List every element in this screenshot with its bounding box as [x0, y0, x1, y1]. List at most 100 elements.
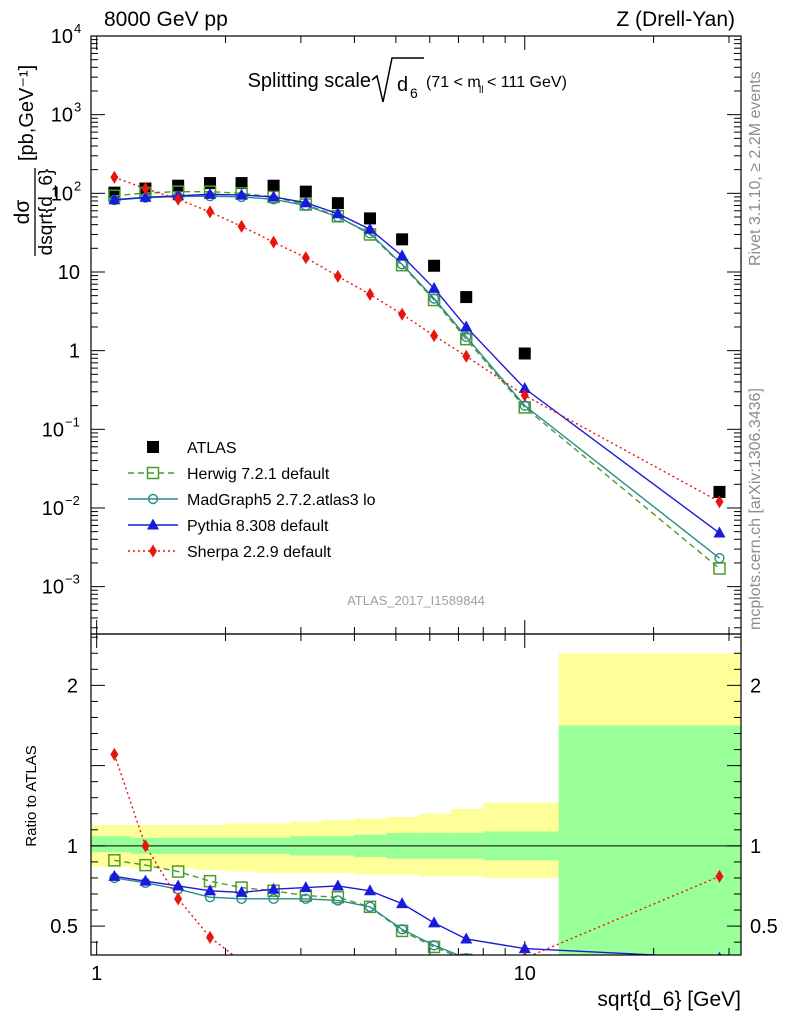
main-sherpa-line: [114, 176, 720, 503]
y-tick-exponent: 3: [74, 100, 81, 115]
y-tick-exponent: 4: [74, 21, 81, 36]
ratio-madgraph-point: [364, 901, 376, 913]
main-pythia-point: [331, 207, 344, 219]
main-pythia-point: [460, 320, 473, 332]
ratio-pythia-point: [331, 879, 344, 891]
main-madgraph-point: [428, 293, 440, 304]
main-pythia-point: [518, 382, 531, 394]
ratio-axis-ticks: [91, 634, 741, 955]
y-tick-label: 10: [51, 183, 73, 205]
header-right: Z (Drell-Yan): [616, 8, 735, 31]
ratio-pythia-point: [428, 916, 441, 928]
ratio-pythia-point: [267, 882, 280, 894]
ratio-y-tick-labels: 2 2 1 1 0.5 0.5: [50, 675, 778, 938]
main-sherpa-point: [430, 329, 439, 343]
legend-label-atlas: ATLAS: [187, 440, 237, 457]
y-tick-exponent: −1: [65, 414, 80, 429]
ratio-sherpa-point: [141, 839, 150, 853]
main-atlas-point: [396, 233, 409, 246]
y-tick-label: 10: [42, 498, 64, 520]
ylabel-numerator: dσ: [11, 200, 34, 225]
ratio-madgraph-point: [268, 893, 279, 905]
ratio-y-tick-label-right: 2: [750, 675, 761, 697]
ratio-sherpa-point: [715, 869, 724, 883]
main-pythia-point: [267, 190, 280, 202]
ratio-y-tick-label-right: 0.5: [750, 916, 778, 938]
main-pythia-point: [396, 249, 409, 261]
main-pythia-point: [713, 526, 726, 538]
ratio-pythia-line: [114, 875, 669, 955]
main-sherpa-point: [206, 205, 215, 219]
title-range-sub: ll: [479, 85, 483, 96]
x-tick-label: 10: [514, 963, 536, 985]
ratio-plot-panel: 2 2 1 1 0.5 0.5 1 10 Ratio to ATLAS sqrt{d_6} …: [23, 633, 778, 1011]
sqrt-symbol: [371, 57, 424, 103]
ratio-pythia-point: [204, 884, 217, 896]
main-atlas-point: [204, 177, 217, 190]
mcplots-label: mcplots.cern.ch [arXiv:1306.3436]: [747, 388, 764, 630]
ratio-y-tick-label-right: 1: [750, 836, 761, 858]
main-sherpa-point: [269, 235, 278, 249]
ratio-madgraph-point: [462, 953, 471, 955]
ratio-pythia-point: [717, 951, 722, 955]
main-atlas-point: [363, 212, 376, 225]
ratio-madgraph-line: [114, 877, 461, 955]
ratio-y-tick-label-left: 0.5: [50, 916, 78, 938]
main-sherpa-point: [110, 170, 119, 184]
legend-label-herwig: Herwig 7.2.1 default: [187, 466, 330, 483]
main-pythia-point: [299, 196, 312, 208]
main-sherpa-point: [365, 287, 374, 301]
y-tick-label: 10: [51, 105, 73, 127]
y-tick-label: 10: [58, 262, 80, 284]
ratio-plot-frame: [90, 633, 742, 956]
y-tick-label: 10: [42, 419, 64, 441]
rivet-label: Rivet 3.1.10, ≥ 2.2M events: [747, 71, 764, 266]
header-left: 8000 GeV pp: [104, 8, 228, 31]
ratio-sherpa-point: [522, 951, 527, 955]
main-pythia-point: [428, 281, 441, 293]
uncertainty-bands: [91, 653, 741, 955]
ratio-pythia-point: [518, 942, 531, 954]
main-pythia-point: [363, 222, 376, 234]
main-axis-ticks: [91, 35, 741, 634]
main-atlas-point: [331, 197, 344, 210]
legend-marker-pythia: [147, 518, 159, 530]
main-sherpa-point: [174, 192, 183, 206]
main-pythia-point: [204, 187, 217, 199]
main-madgraph-point: [461, 331, 472, 342]
main-sherpa-point: [301, 251, 310, 265]
ratio-sherpa-point: [302, 977, 310, 990]
main-sherpa-point: [237, 219, 246, 233]
x-axis-label: sqrt{d_6} [GeV]: [597, 988, 741, 1011]
ratio-herwig-point: [139, 858, 152, 872]
main-herwig-line: [114, 190, 720, 570]
main-sherpa-point: [715, 495, 724, 509]
main-atlas-point: [518, 347, 531, 360]
main-y-axis-label: dσ dsqrt{d_6} [pb,GeV⁻¹]: [11, 65, 57, 256]
band-green-bin: [558, 725, 741, 955]
ratio-sherpa-point: [462, 971, 470, 984]
ratio-pythia-point: [108, 869, 121, 881]
ratio-series-layer: [108, 747, 724, 994]
main-pythia-point: [139, 190, 152, 202]
ratio-pythia-point: [172, 879, 185, 891]
ratio-y-tick-label-left: 1: [67, 836, 78, 858]
ratio-pythia-point: [396, 897, 409, 909]
legend-marker-herwig: [146, 466, 160, 480]
main-atlas-point: [428, 259, 441, 272]
y-tick-exponent: −2: [65, 493, 80, 508]
legend-label-pythia: Pythia 8.308 default: [187, 518, 329, 535]
ratio-sherpa-point: [334, 981, 342, 994]
ratio-sherpa-point: [270, 969, 278, 982]
ratio-sherpa-point: [241, 954, 242, 955]
title-main: Splitting scale: [248, 70, 371, 92]
main-atlas-point: [713, 485, 726, 498]
legend-label-sherpa: Sherpa 2.2.9 default: [187, 544, 332, 561]
title-range: (71 < m: [426, 74, 481, 91]
main-herwig-point: [459, 332, 473, 346]
ratio-madgraph-point: [428, 940, 440, 951]
legend-marker-atlas: [147, 441, 159, 453]
ratio-herwig-point: [171, 865, 185, 878]
